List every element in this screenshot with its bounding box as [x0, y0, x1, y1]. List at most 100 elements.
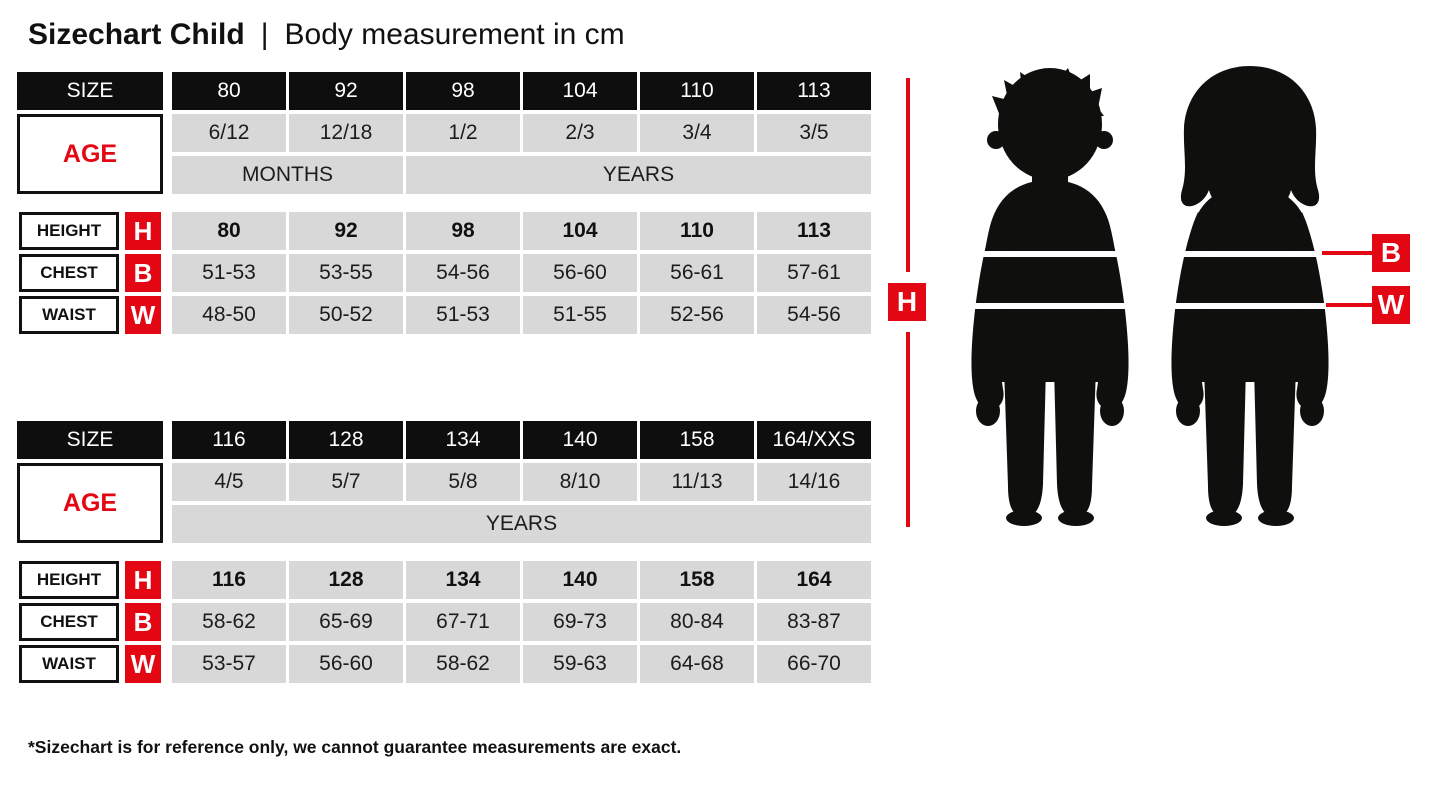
value-cell: 67-71	[406, 603, 520, 641]
value-cell: 59-63	[523, 645, 637, 683]
size-header-label: SIZE	[17, 72, 163, 110]
period-row: YEARS	[17, 505, 874, 543]
value-cell: 56-60	[523, 254, 637, 292]
size-cell: 104	[523, 72, 637, 110]
age-cell: 3/5	[757, 114, 871, 152]
age-row: 6/12 12/18 1/2 2/3 3/4 3/5	[17, 114, 874, 152]
value-cell: 66-70	[757, 645, 871, 683]
measure-label: HEIGHT	[19, 561, 119, 599]
size-cell: 110	[640, 72, 754, 110]
period-row: MONTHS YEARS	[17, 156, 874, 194]
size-cell: 113	[757, 72, 871, 110]
height-measure-line-top	[906, 78, 910, 272]
size-cell: 164/XXS	[757, 421, 871, 459]
value-cell: 113	[757, 212, 871, 250]
measure-label: WAIST	[19, 296, 119, 334]
measure-label: HEIGHT	[19, 212, 119, 250]
value-cell: 58-62	[406, 645, 520, 683]
size-row: SIZE 116 128 134 140 158 164/XXS	[17, 421, 874, 459]
value-cell: 80	[172, 212, 286, 250]
value-cell: 56-61	[640, 254, 754, 292]
size-header-label: SIZE	[17, 421, 163, 459]
value-cell: 140	[523, 561, 637, 599]
value-cell: 51-53	[406, 296, 520, 334]
age-cell: 8/10	[523, 463, 637, 501]
age-cell: 6/12	[172, 114, 286, 152]
value-cell: 92	[289, 212, 403, 250]
size-table-small: SIZE 80 92 98 104 110 113 6/12 12/18 1/2 2/3 3/4 3/5…	[17, 72, 874, 338]
measure-label-col: WAIST W	[17, 296, 163, 334]
title-separator: |	[260, 18, 269, 51]
boy-silhouette	[966, 68, 1134, 526]
size-cell: 92	[289, 72, 403, 110]
measure-label-col: HEIGHT H	[17, 212, 163, 250]
size-cell: 80	[172, 72, 286, 110]
size-table-large: SIZE 116 128 134 140 158 164/XXS 4/5 5/7 5/8 8/10 1…	[17, 421, 874, 687]
measure-letter-badge: B	[125, 603, 161, 641]
value-cell: 52-56	[640, 296, 754, 334]
age-cell: 5/8	[406, 463, 520, 501]
measure-row: HEIGHT H 80 92 98 104 110 113	[17, 212, 874, 250]
value-cell: 48-50	[172, 296, 286, 334]
page-title: Sizechart Child | Body measurement in cm	[28, 18, 625, 52]
measure-letter-badge: W	[125, 645, 161, 683]
value-cell: 54-56	[406, 254, 520, 292]
measure-row: HEIGHT H 116 128 134 140 158 164	[17, 561, 874, 599]
value-cell: 57-61	[757, 254, 871, 292]
value-cell: 164	[757, 561, 871, 599]
age-cell: 4/5	[172, 463, 286, 501]
measure-row: WAIST W 48-50 50-52 51-53 51-55 52-56 54-56	[17, 296, 874, 334]
age-cell: 14/16	[757, 463, 871, 501]
waist-measure-line	[1326, 303, 1372, 307]
measure-letter-badge: B	[125, 254, 161, 292]
value-cell: 51-55	[523, 296, 637, 334]
measure-letter-badge: H	[125, 561, 161, 599]
value-cell: 98	[406, 212, 520, 250]
size-cell: 158	[640, 421, 754, 459]
age-cell: 2/3	[523, 114, 637, 152]
value-cell: 51-53	[172, 254, 286, 292]
value-cell: 134	[406, 561, 520, 599]
value-cell: 54-56	[757, 296, 871, 334]
value-cell: 69-73	[523, 603, 637, 641]
value-cell: 64-68	[640, 645, 754, 683]
value-cell: 104	[523, 212, 637, 250]
size-cell: 134	[406, 421, 520, 459]
period-cell: YEARS	[406, 156, 871, 194]
measure-letter-badge: W	[125, 296, 161, 334]
age-cell: 1/2	[406, 114, 520, 152]
value-cell: 128	[289, 561, 403, 599]
chest-label-badge: B	[1372, 234, 1410, 272]
age-row: 4/5 5/7 5/8 8/10 11/13 14/16	[17, 463, 874, 501]
waist-label-badge: W	[1372, 286, 1410, 324]
age-merged-label: AGE	[17, 463, 163, 543]
measure-row: CHEST B 51-53 53-55 54-56 56-60 56-61 57-61	[17, 254, 874, 292]
value-cell: 80-84	[640, 603, 754, 641]
measure-label: CHEST	[19, 254, 119, 292]
age-cell: 12/18	[289, 114, 403, 152]
title-main: Sizechart Child	[28, 18, 245, 51]
value-cell: 56-60	[289, 645, 403, 683]
size-cell: 116	[172, 421, 286, 459]
period-cell: YEARS	[172, 505, 871, 543]
period-cell: MONTHS	[172, 156, 403, 194]
measure-row: CHEST B 58-62 65-69 67-71 69-73 80-84 83-87	[17, 603, 874, 641]
value-cell: 58-62	[172, 603, 286, 641]
measure-label-col: CHEST B	[17, 603, 163, 641]
size-header-cell: SIZE	[17, 72, 163, 110]
size-row: SIZE 80 92 98 104 110 113	[17, 72, 874, 110]
value-cell: 65-69	[289, 603, 403, 641]
value-cell: 53-57	[172, 645, 286, 683]
measure-label-col: CHEST B	[17, 254, 163, 292]
age-cell: 3/4	[640, 114, 754, 152]
value-cell: 110	[640, 212, 754, 250]
size-header-cell: SIZE	[17, 421, 163, 459]
age-cell: 5/7	[289, 463, 403, 501]
measure-label-col: WAIST W	[17, 645, 163, 683]
measure-letter-badge: H	[125, 212, 161, 250]
measure-row: WAIST W 53-57 56-60 58-62 59-63 64-68 66-70	[17, 645, 874, 683]
measure-label: WAIST	[19, 645, 119, 683]
value-cell: 53-55	[289, 254, 403, 292]
value-cell: 116	[172, 561, 286, 599]
